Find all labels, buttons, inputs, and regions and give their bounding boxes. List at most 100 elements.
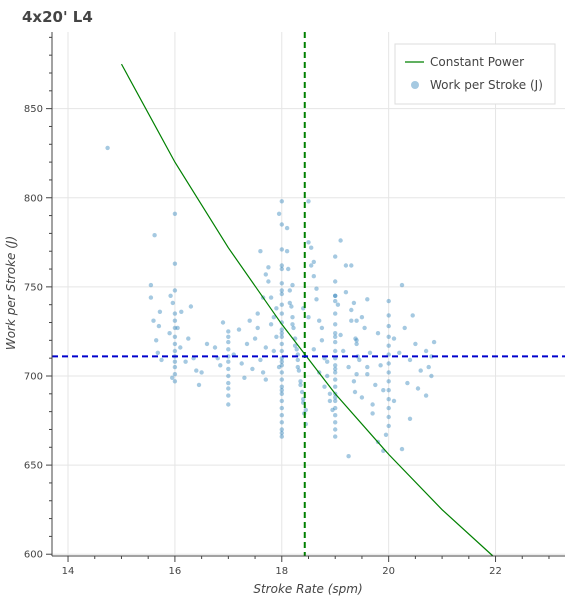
scatter-point — [279, 222, 284, 227]
scatter-point — [338, 332, 343, 338]
scatter-point — [343, 290, 349, 295]
scatter-point — [179, 309, 184, 314]
scatter-point — [301, 397, 306, 402]
scatter-point — [333, 279, 338, 284]
scatter-point — [386, 423, 391, 429]
scatter-point — [333, 384, 338, 389]
grid-layer — [52, 32, 565, 556]
scatter-point — [299, 389, 305, 395]
scatter-point — [258, 357, 263, 363]
scatter-point — [353, 336, 358, 341]
scatter-point — [386, 397, 391, 402]
scatter-point — [354, 318, 359, 323]
scatter-point — [274, 306, 279, 311]
scatter-point — [365, 364, 370, 370]
scatter-point — [311, 259, 316, 265]
y-axis-label: Work per Stroke (J) — [4, 236, 18, 350]
scatter-point — [242, 375, 247, 380]
scatter-point — [365, 372, 370, 377]
scatter-point — [226, 402, 231, 407]
scatter-point — [413, 341, 418, 347]
scatter-point — [268, 322, 274, 327]
scatter-point — [218, 363, 223, 368]
scatter-point — [255, 325, 260, 331]
scatter-point — [333, 322, 338, 327]
scatter-point — [325, 359, 330, 364]
scatter-point — [172, 379, 178, 384]
scatter-point — [333, 427, 338, 432]
scatter-point — [276, 364, 282, 370]
scatter-point — [274, 334, 279, 339]
scatter-point — [333, 434, 338, 439]
scatter-point — [156, 323, 162, 329]
y-tick-label: 700 — [24, 371, 43, 382]
scatter-point — [263, 377, 268, 382]
scatter-point — [279, 413, 284, 418]
scatter-point — [314, 297, 319, 302]
scatter-point — [322, 384, 327, 389]
scatter-point — [172, 372, 178, 377]
scatter-point — [381, 388, 386, 393]
scatter-point — [335, 302, 341, 307]
scatter-point — [279, 288, 284, 293]
scatter-point — [333, 293, 338, 298]
x-tick-label: 22 — [489, 566, 502, 577]
scatter-point — [271, 315, 276, 320]
scatter-point — [407, 416, 413, 421]
x-tick-label: 14 — [62, 566, 75, 577]
scatter-point — [333, 413, 338, 418]
scatter-point — [303, 407, 308, 413]
scatter-point — [306, 315, 311, 320]
scatter-point — [399, 446, 405, 452]
scatter-point — [306, 199, 311, 204]
x-axis-label: Stroke Rate (spm) — [253, 582, 362, 596]
scatter-point — [268, 295, 274, 300]
scatter-point — [279, 263, 284, 268]
scatter-point — [279, 388, 284, 393]
legend-work-per-stroke-swatch — [411, 81, 419, 89]
scatter-point — [172, 261, 178, 266]
scatter-point — [295, 357, 300, 363]
scatter-point — [226, 373, 231, 379]
scatter-point — [289, 304, 294, 309]
scatter-point — [295, 364, 300, 370]
scatter-point — [279, 363, 284, 368]
scatter-point — [333, 298, 338, 304]
scatter-point — [407, 357, 413, 363]
legend-box — [394, 43, 556, 105]
scatter-point — [311, 274, 316, 279]
scatter-point — [309, 245, 314, 250]
scatter-point — [154, 338, 159, 343]
scatter-point — [279, 311, 284, 316]
scatter-point — [279, 247, 284, 252]
scatter-point — [279, 199, 284, 204]
scatter-point — [311, 347, 316, 352]
scatter-point — [250, 366, 255, 372]
scatter-point — [170, 300, 175, 306]
scatter-point — [375, 331, 381, 336]
scatter-point — [343, 263, 349, 268]
scatter-point — [298, 379, 303, 384]
scatter-point — [429, 373, 434, 379]
scatter-point — [172, 288, 178, 293]
scatter-point — [226, 393, 231, 398]
scatter-point — [157, 309, 163, 314]
scatter-point — [423, 348, 429, 354]
scatter-point — [391, 336, 397, 341]
scatter-point — [279, 281, 284, 286]
y-tick-label: 750 — [24, 282, 43, 293]
scatter-point — [279, 334, 284, 339]
scatter-point — [279, 370, 284, 375]
scatter-point — [291, 325, 296, 331]
scatter-point — [367, 350, 373, 355]
scatter-point — [333, 348, 338, 354]
scatter-point — [386, 343, 391, 348]
scatter-point — [287, 300, 292, 306]
scatter-point — [168, 293, 173, 298]
scatter-point — [284, 249, 290, 254]
scatter-point — [172, 359, 178, 364]
scatter-point — [236, 327, 242, 332]
scatter-point — [378, 363, 383, 368]
scatter-point — [155, 350, 160, 355]
scatter-point — [327, 391, 333, 396]
